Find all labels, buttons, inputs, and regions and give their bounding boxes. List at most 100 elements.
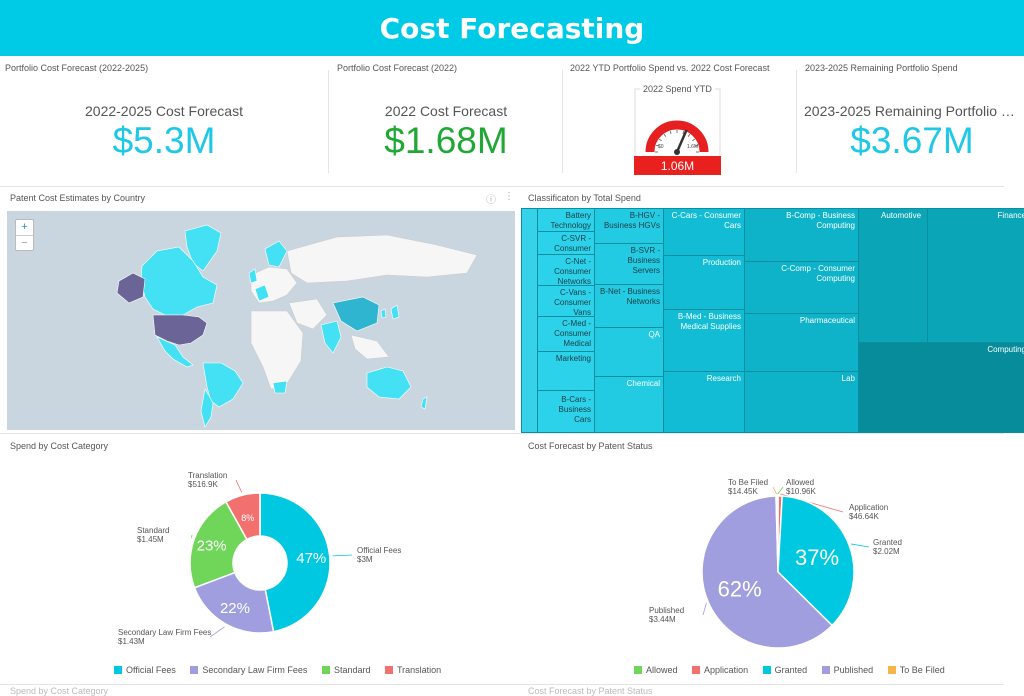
gauge-tick (682, 130, 685, 135)
country-usa (152, 314, 208, 346)
treemap-cell[interactable]: B-SVR - Business Servers (594, 243, 664, 285)
kpi-2022-forecast[interactable]: Portfolio Cost Forecast (2022) 2022 Cost… (332, 56, 560, 180)
donut-category-label: Official Fees (357, 546, 401, 555)
treemap-cell[interactable]: Lab (744, 371, 859, 433)
country-south-africa (272, 380, 288, 394)
legend-item[interactable]: Allowed (634, 665, 678, 675)
gauge-tick (687, 133, 691, 137)
treemap-cell[interactable]: B-Med - Business Medical Supplies (663, 309, 745, 372)
treemap-cell[interactable]: C-Med - Consumer Medical (537, 316, 595, 352)
pie-leader (702, 602, 707, 616)
treemap-cell[interactable] (521, 208, 538, 433)
status-pie-chart[interactable]: Allowed$10.96K Application$46.64K 37% Grant… (521, 455, 1024, 660)
donut-value-label: $1.45M (137, 535, 164, 544)
donut-percent-label: 47% (296, 550, 326, 567)
legend-item[interactable]: Translation (384, 665, 442, 675)
info-icon[interactable]: ⓘ (486, 195, 496, 206)
pie-leader (772, 486, 777, 495)
kpi-total-forecast[interactable]: Portfolio Cost Forecast (2022-2025) 2022… (0, 56, 328, 180)
treemap-cell[interactable]: C-Vans - Consumer Vans (537, 285, 595, 317)
pie-category-label: To Be Filed (728, 478, 768, 487)
region-africa (250, 310, 304, 390)
kpi-label: 2023-2025 Remaining Portfolio Sp… (804, 103, 1024, 119)
legend-item[interactable]: Standard (321, 665, 371, 675)
legend-label: Official Fees (126, 665, 176, 675)
treemap-cell[interactable]: Finance (927, 208, 1024, 343)
treemap-cell[interactable]: C-Comp - Consumer Computing (744, 261, 859, 314)
legend-label: Translation (396, 665, 442, 675)
gauge-tick (669, 130, 672, 135)
gauge-min-label: $0 (658, 144, 664, 150)
pie-leader (777, 486, 784, 495)
treemap-cell[interactable]: C-SVR - Consumer (537, 231, 595, 255)
category-chart-caption: Spend by Cost Category (10, 441, 109, 451)
donut-slice (224, 492, 261, 541)
donut-value-label: $516.9K (188, 480, 218, 489)
treemap-cell[interactable]: Chemical (594, 376, 664, 433)
donut-percent-label: 8% (241, 513, 254, 523)
map-caption: Patent Cost Estimates by Country (10, 193, 146, 203)
kpi-caption: Portfolio Cost Forecast (2022-2025) (5, 63, 149, 73)
category-donut-chart[interactable]: 47% Official Fees$3M 22% Secondary Law Firm… (0, 455, 515, 660)
world-map[interactable]: + − (7, 211, 515, 430)
legend-item[interactable]: Official Fees (114, 665, 176, 675)
treemap-cell[interactable]: QA (594, 327, 664, 377)
kpi-value: $3.67M (850, 120, 974, 161)
pie-category-label: Granted (873, 538, 902, 547)
treemap-cell[interactable]: B-Comp - Business Computing (744, 208, 859, 262)
country-greenland (184, 224, 222, 272)
treemap-cell[interactable]: B-Net - Business Networks (594, 284, 664, 328)
treemap-cell[interactable]: B-Cars - Business Cars (537, 390, 595, 433)
legend-item[interactable]: To Be Filed (887, 665, 945, 675)
treemap-cell[interactable]: B-HGV - Business HGVs (594, 208, 664, 244)
legend-item[interactable]: Published (821, 665, 873, 675)
kpi-remaining-spend[interactable]: 2023-2025 Remaining Portfolio Spend 2023… (800, 56, 1024, 180)
treemap-cell[interactable]: Computing (858, 342, 1024, 433)
pie-value-label: $2.02M (873, 547, 900, 556)
donut-category-label: Translation (188, 471, 227, 480)
legend-item[interactable]: Application (692, 665, 748, 675)
treemap-cell[interactable]: Marketing (537, 351, 595, 391)
country-canada (140, 246, 218, 316)
treemap-cell[interactable]: Automotive (858, 208, 928, 343)
zoom-in-button[interactable]: + (21, 221, 28, 233)
treemap[interactable]: Battery Technology C-SVR - Consumer C-Ne… (521, 208, 1024, 433)
pie-category-label: Application (849, 503, 888, 512)
gauge-title: 2022 Spend YTD (640, 84, 715, 94)
country-new-zealand (420, 396, 428, 410)
treemap-cell[interactable]: C-Net - Consumer Networks (537, 254, 595, 286)
legend-swatch (190, 666, 199, 674)
treemap-cell[interactable]: Battery Technology (537, 208, 595, 232)
map-zoom-control: + − (15, 219, 34, 251)
donut-slice (193, 571, 275, 634)
more-icon[interactable]: ⋮ (504, 191, 514, 202)
dashboard-header: Cost Forecasting (0, 0, 1024, 56)
legend-label: Application (704, 665, 749, 675)
pie-percent-label: 62% (718, 577, 762, 602)
kpi-caption: Portfolio Cost Forecast (2022) (337, 63, 458, 73)
gauge-max-label: 1.6M (687, 144, 698, 150)
next-caption: Cost Forecast by Patent Status (528, 686, 653, 696)
legend-item[interactable]: Granted (762, 665, 807, 675)
treemap-cell[interactable]: C-Cars - Consumer Cars (663, 208, 745, 256)
treemap-cell[interactable]: Pharmaceutical (744, 313, 859, 372)
donut-leader (191, 534, 193, 538)
donut-leader (209, 626, 225, 638)
donut-category-label: Secondary Law Firm Fees (118, 628, 211, 637)
treemap-cell[interactable]: Production (663, 255, 745, 310)
country-alaska (116, 272, 146, 304)
treemap-cell[interactable]: Research (663, 371, 745, 433)
donut-percent-label: 22% (220, 600, 250, 617)
country-france (254, 284, 270, 302)
legend-item[interactable]: Secondary Law Firm Fees (190, 665, 307, 675)
pie-category-label: Allowed (786, 478, 814, 487)
donut-value-label: $3M (357, 555, 373, 564)
zoom-out-button[interactable]: − (16, 235, 33, 250)
kpi-caption: 2022 YTD Portfolio Spend vs. 2022 Cost F… (570, 63, 770, 73)
pie-leader (850, 543, 870, 548)
page-title: Cost Forecasting (379, 12, 645, 45)
donut-category-label: Standard (137, 526, 169, 535)
legend-swatch (692, 666, 701, 674)
kpi-ytd-gauge[interactable]: 2022 YTD Portfolio Spend vs. 2022 Cost F… (565, 56, 795, 180)
legend-label: Standard (333, 665, 371, 675)
